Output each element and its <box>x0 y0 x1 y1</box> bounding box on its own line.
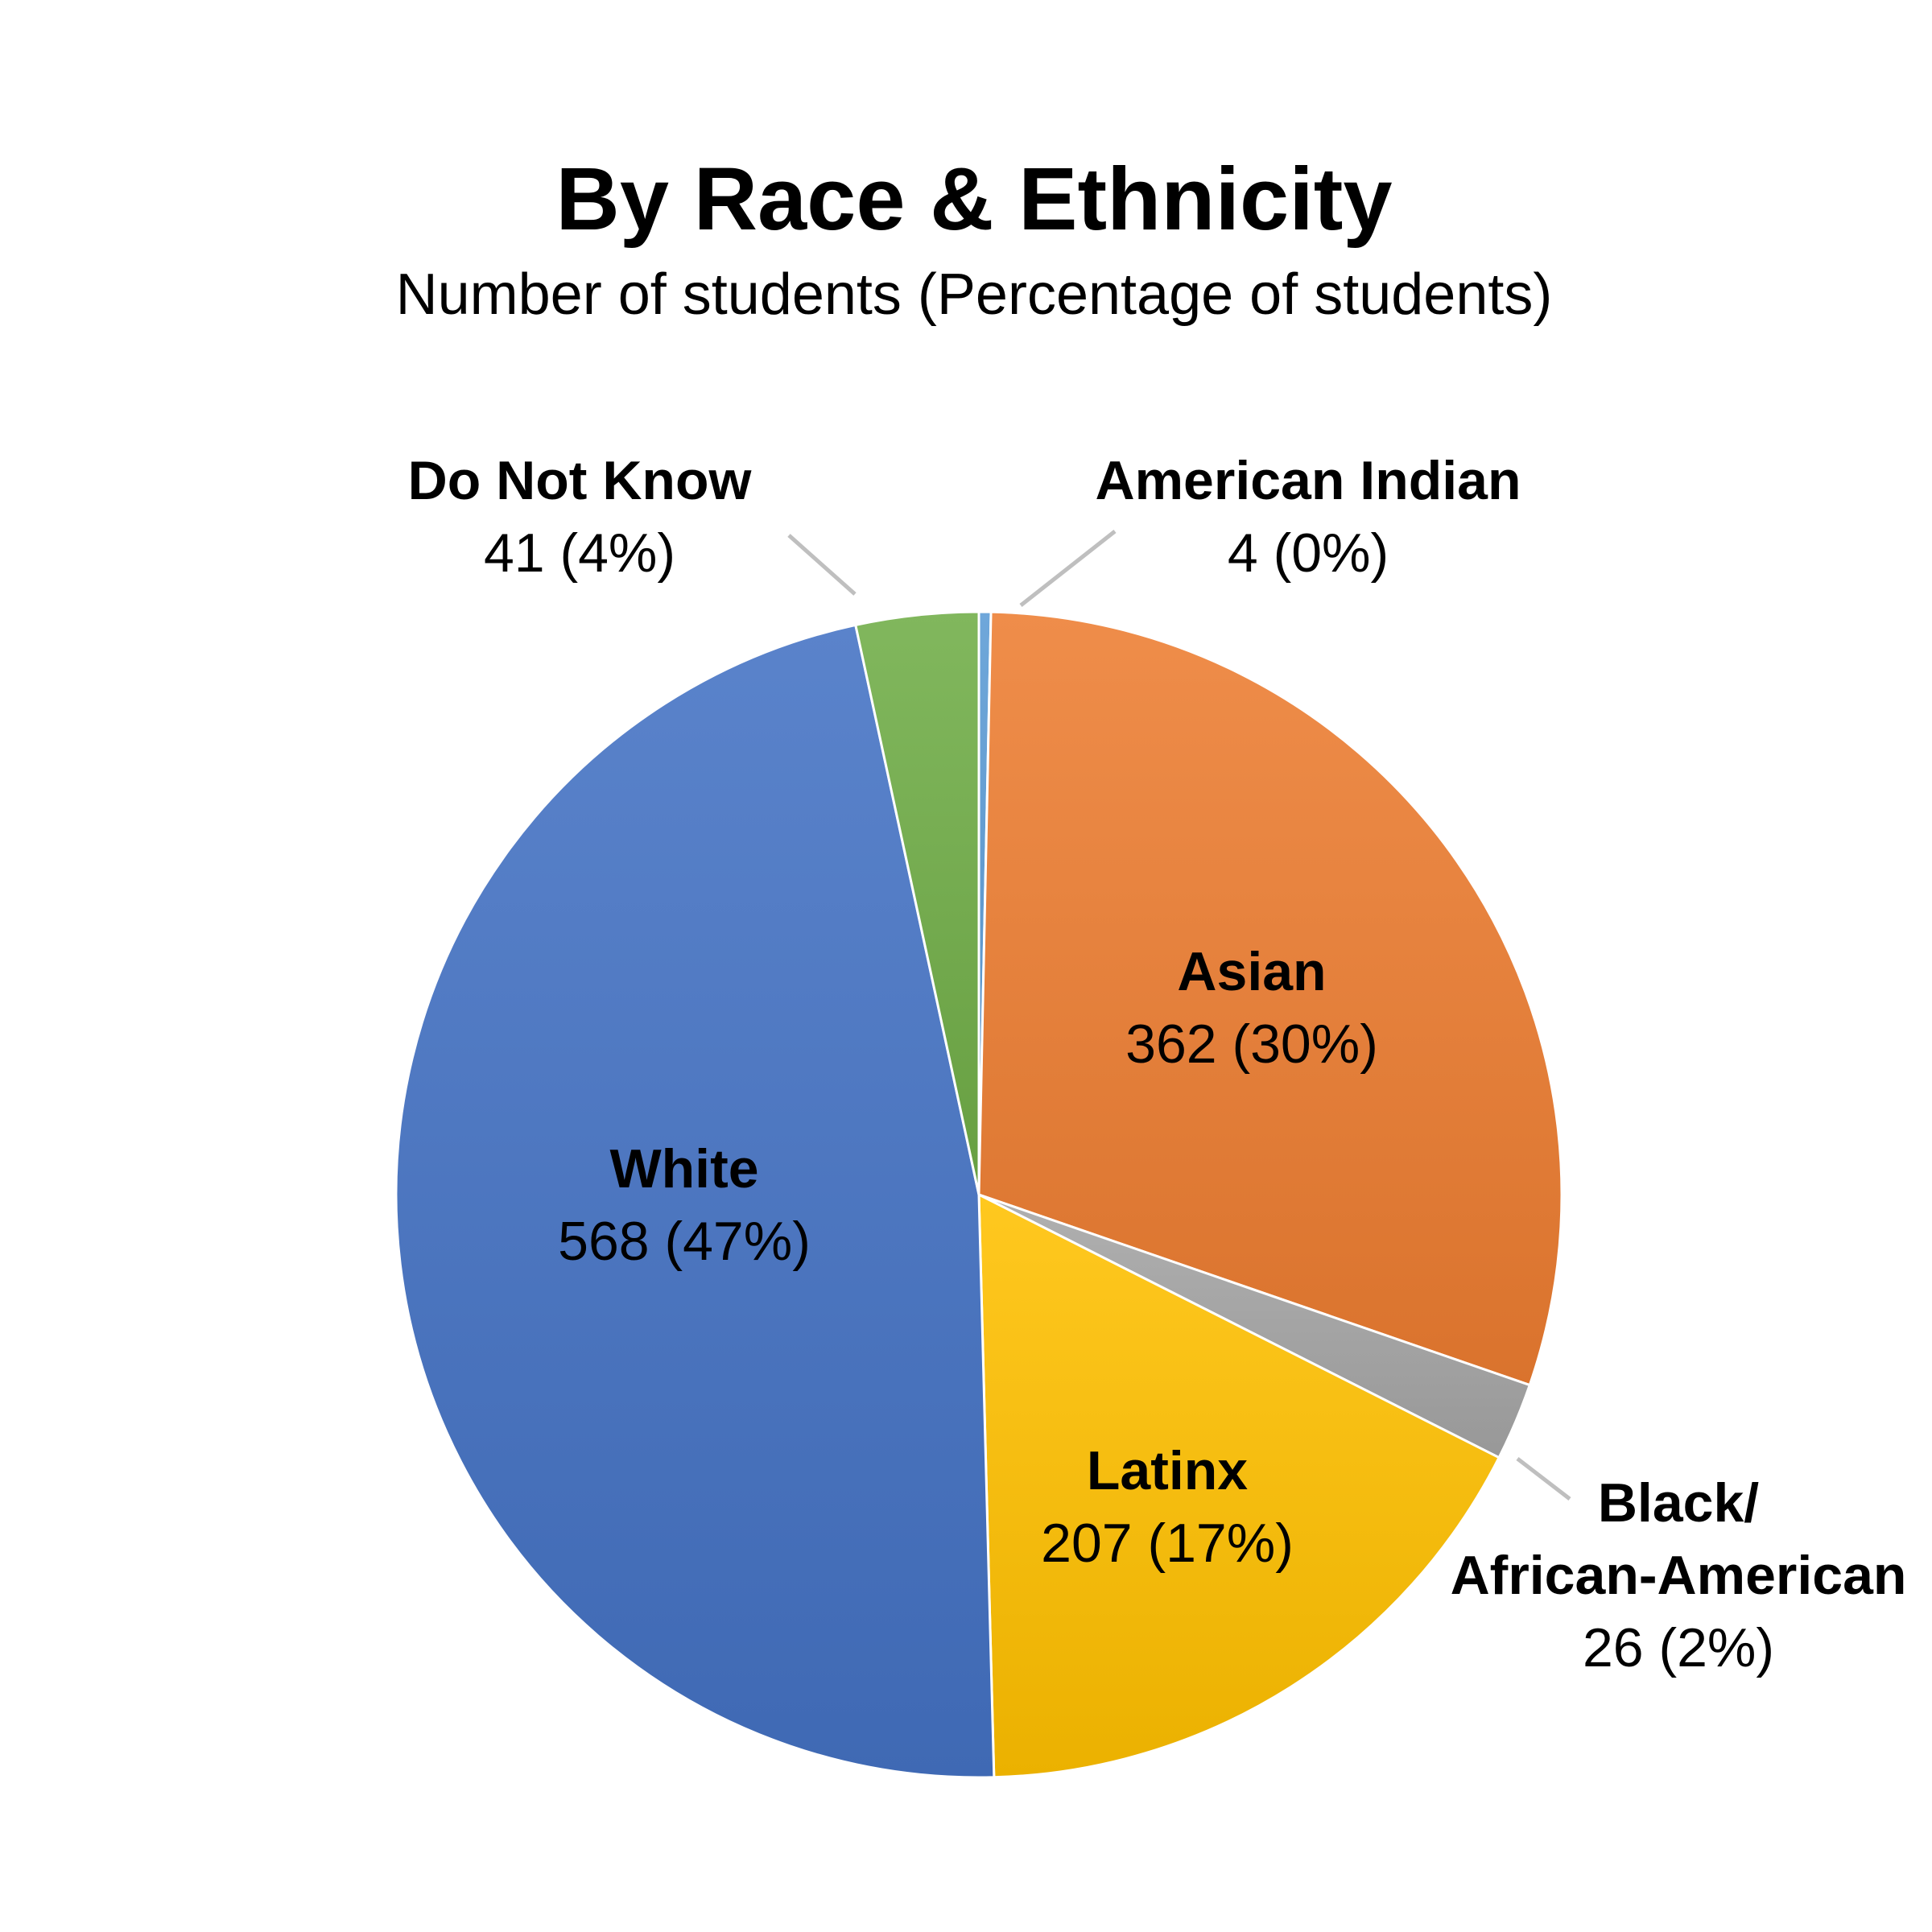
slice-label-name-black-african-american: Black/ <box>1598 1472 1759 1534</box>
slice-white <box>394 623 996 1779</box>
slice-label-name-do-not-know: Do Not Know <box>408 450 753 511</box>
slice-label-value-do-not-know: 41 (4%) <box>484 522 675 584</box>
slice-latinx <box>977 1192 1501 1779</box>
leader-line-do-not-know <box>787 534 857 596</box>
leader-line-american-indian <box>1019 530 1117 607</box>
chart-subtitle: Number of students (Percentage of studen… <box>396 262 1553 327</box>
slice-label-name-latinx: Latinx <box>1087 1440 1248 1501</box>
slice-do-not-know <box>853 610 980 1195</box>
leader-lines <box>787 530 1571 1501</box>
slice-label-value-latinx: 207 (17%) <box>1041 1513 1294 1574</box>
slice-labels: American Indian 4 (0%) Asian 362 (30%) Black… <box>408 450 1907 1678</box>
slice-label-name-asian: Asian <box>1177 941 1326 1002</box>
slice-asian <box>977 610 1563 1387</box>
chart-title: By Race & Ethnicity <box>555 150 1392 249</box>
pie-slices <box>394 610 1563 1779</box>
slice-label-name-black-african-american: African-American <box>1451 1545 1907 1606</box>
slice-label-value-black-african-american: 26 (2%) <box>1583 1617 1774 1678</box>
slice-label-value-american-indian: 4 (0%) <box>1228 522 1389 584</box>
leader-line-black-african-american <box>1516 1457 1571 1501</box>
slice-label-name-american-indian: American Indian <box>1095 450 1521 511</box>
slice-label-value-white: 568 (47%) <box>558 1211 811 1272</box>
slice-label-name-white: White <box>609 1138 758 1199</box>
slice-label-value-asian: 362 (30%) <box>1125 1013 1378 1075</box>
